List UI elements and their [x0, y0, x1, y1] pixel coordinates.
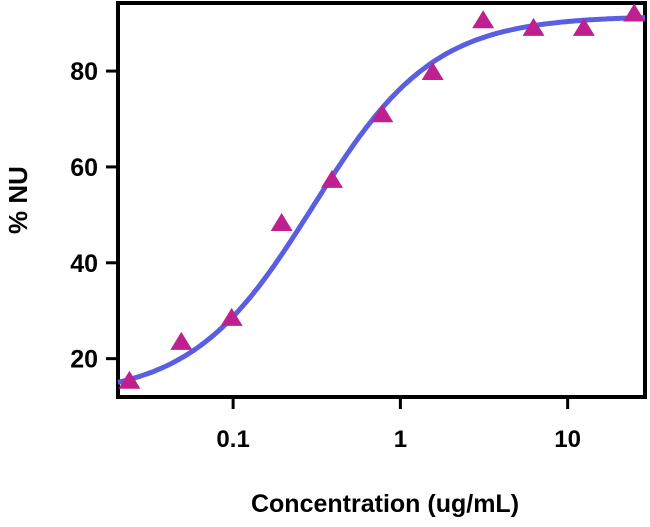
data-point-triangle: [220, 307, 243, 326]
x-tick-label: 0.1: [216, 426, 249, 453]
data-point-triangle: [118, 370, 141, 389]
x-axis: 0.1 1 10: [216, 397, 581, 453]
data-point-triangle: [522, 17, 545, 36]
fit-curve: [117, 15, 646, 385]
y-axis-label: % NU: [3, 166, 33, 234]
x-axis-label: Concentration (ug/mL): [251, 490, 519, 518]
plot-area: [116, 1, 647, 399]
data-point-triangle: [270, 213, 293, 232]
y-tick-label: 80: [70, 58, 98, 86]
y-tick-label: 60: [70, 154, 98, 182]
data-point-triangle: [572, 17, 595, 36]
y-axis: 20 40 60 80: [70, 58, 118, 374]
data-point-triangle: [421, 62, 444, 81]
y-tick-label: 40: [70, 250, 98, 278]
x-tick-label: 10: [554, 426, 581, 453]
y-tick-label: 20: [70, 346, 98, 374]
data-point-triangle: [623, 3, 646, 22]
plot-frame: [116, 1, 647, 399]
data-point-triangle: [371, 104, 394, 123]
x-tick-label: 1: [394, 426, 407, 453]
data-point-triangle: [472, 10, 495, 29]
data-point-triangle: [170, 331, 193, 350]
data-point-triangle: [320, 169, 343, 188]
